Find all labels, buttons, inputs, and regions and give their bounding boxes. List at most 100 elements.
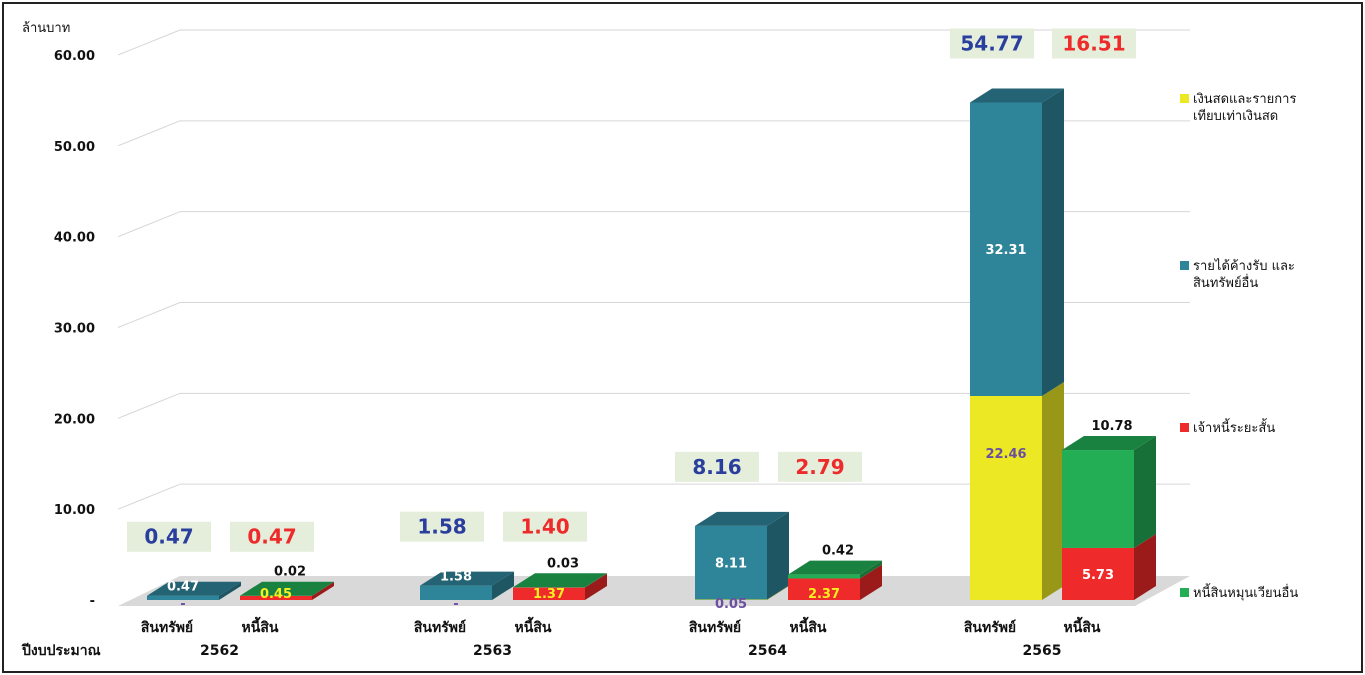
legend-swatch [1180, 261, 1189, 270]
x-category-label-asset: สินทรัพย์ [963, 619, 1016, 636]
bar-asset-receivable [970, 88, 1064, 396]
y-tick-label: 60.00 [54, 49, 95, 64]
data-label-liability-other: 0.03 [547, 556, 579, 571]
x-year-label: 2563 [473, 643, 512, 659]
data-label-asset-cash: 0.05 [715, 597, 747, 612]
bar-liability-other-front [1062, 450, 1134, 548]
legend-label: หนี้สินหมุนเวียนอื่น [1193, 583, 1298, 601]
bar-asset-receivable [147, 581, 241, 600]
x-category-label-asset: สินทรัพย์ [140, 619, 193, 636]
liability-total-label: 16.51 [1062, 32, 1125, 56]
asset-total-label: 8.16 [692, 455, 741, 479]
liability-total-box [230, 521, 314, 552]
legend-swatch [1180, 588, 1189, 597]
legend-item: หนี้สินหมุนเวียนอื่น [1180, 583, 1298, 601]
bar-liability-other-side [860, 560, 882, 579]
liability-total-box [503, 511, 587, 542]
x-axis-title: ปีงบประมาณ [21, 643, 101, 659]
x-category-label-liability: หนี้สิน [1064, 616, 1101, 636]
data-label-liability-other: 0.02 [274, 565, 306, 580]
bar-liability-other-side [312, 581, 334, 596]
data-label-asset-receivable: 1.58 [440, 570, 472, 585]
legend-swatch [1180, 423, 1189, 432]
bar-asset-cash [695, 585, 789, 600]
gridline-diagonal [117, 29, 181, 56]
bar-asset-receivable [695, 511, 789, 600]
x-category-label-liability: หนี้สิน [242, 616, 279, 636]
legend-label: รายได้ค้างรับ และ [1193, 258, 1295, 274]
chart-floor [118, 576, 1190, 606]
data-label-asset-receivable: 0.47 [167, 580, 199, 595]
liability-total-box [778, 451, 862, 482]
liability-total-label: 1.40 [520, 515, 569, 539]
data-label-asset-cash: - [180, 597, 185, 612]
bar-liability-payable-side [585, 573, 607, 600]
data-label-asset-cash: - [453, 597, 458, 612]
data-label-liability-payable: 5.73 [1082, 568, 1114, 583]
bar-liability-payable-side [860, 564, 882, 600]
bar-liability-top [788, 560, 882, 575]
data-label-liability-payable: 2.37 [808, 587, 840, 602]
liability-total-label: 2.79 [795, 455, 844, 479]
asset-total-box [127, 521, 211, 552]
data-label-liability-payable: 1.37 [533, 587, 565, 602]
asset-total-box [675, 451, 759, 482]
bar-asset-receivable-front [695, 525, 767, 600]
data-label-liability-payable: 0.45 [260, 587, 292, 602]
y-tick-label: 20.00 [54, 412, 95, 427]
asset-total-box [400, 511, 484, 542]
bar-liability-payable-side [312, 581, 334, 600]
data-label-asset-receivable: 32.31 [985, 243, 1026, 258]
legend-item: เจ้าหนี้ระยะสั้น [1180, 418, 1275, 436]
bar-liability-payable-front [513, 587, 585, 600]
gridline-diagonal [117, 120, 181, 147]
bar-asset-top [970, 88, 1064, 103]
x-year-label: 2564 [748, 643, 787, 659]
bar-liability-payable [240, 581, 334, 600]
gridline-diagonal [117, 302, 181, 328]
bar-asset-receivable-side [219, 581, 241, 600]
bar-liability-payable-front [240, 595, 312, 600]
legend-label: เงินสดและรายการ [1193, 92, 1296, 107]
bar-liability-payable-front [1062, 547, 1134, 600]
asset-total-box [950, 28, 1034, 59]
bar-liability-other [788, 560, 882, 579]
bar-liability-other-front [788, 574, 860, 579]
bar-asset-receivable [420, 571, 514, 600]
bar-asset-top [420, 571, 514, 586]
bar-asset-top [147, 581, 241, 596]
bar-asset-receivable-front [420, 585, 492, 600]
legend-label: เทียบเท่าเงินสด [1193, 108, 1278, 124]
bar-liability-payable [1062, 533, 1156, 600]
bar-asset-cash-side [1042, 381, 1064, 600]
legend-label: สินทรัพย์อื่น [1193, 274, 1258, 291]
bar-liability-payable [513, 573, 607, 600]
liability-total-label: 0.47 [247, 525, 296, 549]
x-year-label: 2565 [1023, 643, 1062, 659]
bar-liability-top [1062, 436, 1156, 451]
asset-total-label: 54.77 [960, 32, 1023, 56]
x-category-label-liability: หนี้สิน [515, 616, 552, 636]
bar-liability-top [240, 581, 334, 596]
bar-liability-other [513, 573, 607, 588]
bar-liability-payable-side [1134, 533, 1156, 600]
x-year-label: 2562 [200, 643, 239, 659]
bar-asset-cash-side [767, 585, 789, 600]
bar-liability-other-side [1134, 436, 1156, 548]
data-label-liability-other: 0.42 [822, 544, 854, 559]
x-category-label-asset: สินทรัพย์ [688, 619, 741, 636]
y-axis-title: ล้านบาท [22, 21, 70, 36]
bar-asset-cash-front [970, 395, 1042, 600]
y-tick-label: 50.00 [54, 140, 95, 155]
bar-liability-other [1062, 436, 1156, 548]
x-category-label-liability: หนี้สิน [790, 616, 827, 636]
bar-asset-top [695, 511, 789, 526]
bar-asset-receivable-front [970, 102, 1042, 396]
gridline-diagonal [117, 211, 181, 238]
gridline-diagonal [117, 483, 181, 510]
bar-asset-cash [970, 381, 1064, 600]
